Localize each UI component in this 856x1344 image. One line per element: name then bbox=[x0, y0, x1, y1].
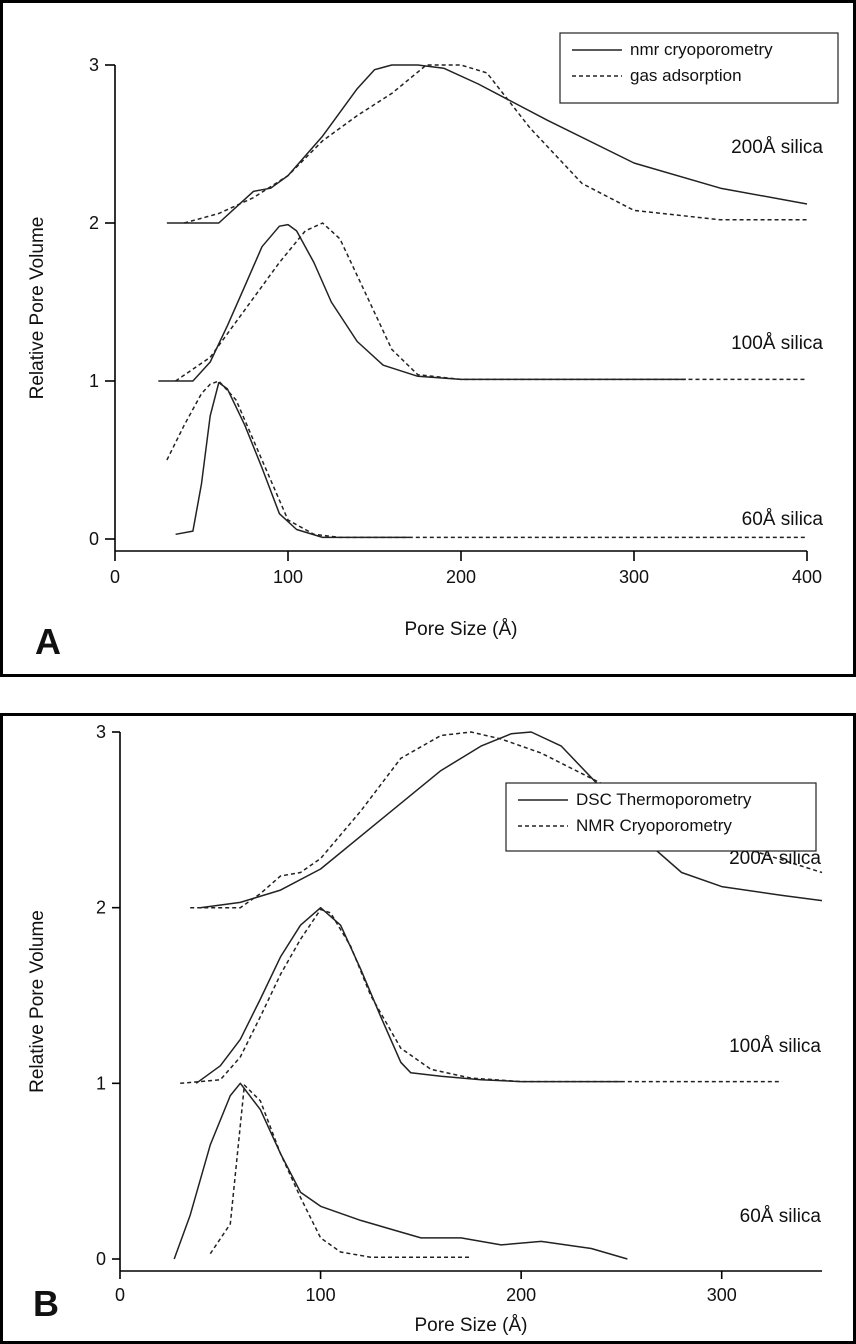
y-axis-title: Relative Pore Volume bbox=[27, 217, 48, 400]
chart-b: 0 1 2 3 0 100 200 300 Pore Size (Å) Relative Pore… bbox=[27, 722, 823, 1336]
y-tick-label: 3 bbox=[89, 55, 99, 75]
y-tick-label: 0 bbox=[89, 529, 99, 549]
y-tick-label: 3 bbox=[96, 722, 106, 742]
x-axis-title: Pore Size (Å) bbox=[415, 1315, 528, 1336]
x-axis-title: Pore Size (Å) bbox=[405, 619, 518, 640]
series-line-dashed bbox=[184, 64, 807, 224]
y-tick-label: 0 bbox=[96, 1249, 106, 1269]
x-tick-label: 300 bbox=[619, 567, 649, 587]
panel-letter: B bbox=[33, 1283, 59, 1324]
annotation-label: 100Å silica bbox=[729, 1036, 821, 1057]
series-line-solid bbox=[195, 906, 622, 1084]
y-tick-label: 1 bbox=[96, 1073, 106, 1093]
x-tick-label: 100 bbox=[273, 567, 303, 587]
panel-letter: A bbox=[35, 621, 61, 662]
x-tick-label: 100 bbox=[306, 1285, 336, 1305]
x-tick-label: 0 bbox=[110, 567, 120, 587]
x-tick-label: 200 bbox=[506, 1285, 536, 1305]
annotation-label: 200Å silica bbox=[731, 137, 823, 158]
x-tick-label: 0 bbox=[115, 1285, 125, 1305]
legend-label: NMR Cryoporometry bbox=[576, 816, 732, 835]
series-line-dashed bbox=[180, 908, 782, 1085]
x-tick-label: 300 bbox=[707, 1285, 737, 1305]
legend-label: nmr cryoporometry bbox=[630, 40, 773, 59]
annotation-label: 200Å silica bbox=[729, 848, 821, 869]
series-line-solid bbox=[158, 223, 686, 382]
series-line-dashed bbox=[175, 222, 807, 382]
series-line-solid bbox=[175, 381, 410, 539]
legend-box bbox=[559, 32, 839, 104]
annotation-label: 60Å silica bbox=[742, 509, 824, 530]
y-tick-label: 1 bbox=[89, 371, 99, 391]
series-line-dashed bbox=[166, 380, 807, 539]
series-line-dashed bbox=[190, 731, 823, 909]
series-line-dashed bbox=[209, 1084, 471, 1258]
y-tick-label: 2 bbox=[89, 213, 99, 233]
legend-label: DSC Thermoporometry bbox=[576, 790, 752, 809]
panel-b: 0 1 2 3 0 100 200 300 Pore Size (Å) Relative Pore… bbox=[0, 713, 856, 1344]
series-line-solid bbox=[173, 1082, 628, 1260]
series-line-solid bbox=[166, 64, 808, 224]
x-tick-label: 400 bbox=[792, 567, 822, 587]
annotation-label: 100Å silica bbox=[731, 333, 823, 354]
x-tick-label: 200 bbox=[446, 567, 476, 587]
annotation-label: 60Å silica bbox=[740, 1206, 822, 1227]
chart-a: 0 1 2 3 0 100 200 300 400 Pore Size (Å) Relative P… bbox=[27, 32, 839, 662]
series-line-solid bbox=[200, 731, 823, 909]
legend-box bbox=[505, 782, 817, 852]
y-axis-title: Relative Pore Volume bbox=[27, 910, 48, 1093]
panel-a: 0 1 2 3 0 100 200 300 400 Pore Size (Å) Relative P… bbox=[0, 0, 856, 677]
y-tick-label: 2 bbox=[96, 898, 106, 918]
legend-label: gas adsorption bbox=[630, 66, 742, 85]
